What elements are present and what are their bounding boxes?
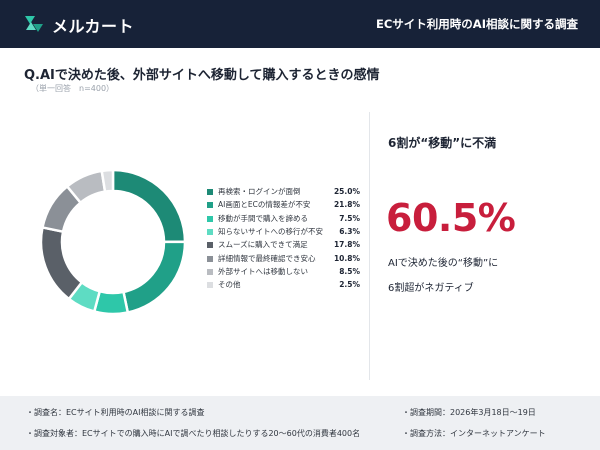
- legend-value: 8.5%: [339, 267, 360, 277]
- legend-swatch: [207, 269, 213, 276]
- legend-item: 外部サイトへは移動しない 8.5%: [207, 266, 360, 277]
- brand-name: メルカート: [52, 17, 135, 36]
- donut-slice: [100, 168, 115, 194]
- header-bar: メルカート ECサイト利用時のAI相談に関する調査: [0, 0, 600, 48]
- legend-value: 2.5%: [339, 280, 360, 290]
- legend-swatch: [207, 215, 213, 222]
- legend-value: 6.3%: [339, 227, 360, 237]
- survey-footer: ・調査名：ECサイト利用時のAI相談に関する調査 ・調査期間：2026年3月18…: [0, 396, 600, 450]
- legend-label: 詳細情報で最終確認でき安心: [218, 253, 316, 263]
- legend-value: 21.8%: [333, 200, 360, 210]
- legend-swatch: [207, 282, 213, 289]
- legend-value: 7.5%: [339, 213, 360, 223]
- legend-label: AI画面とECの情報差が不安: [218, 200, 311, 210]
- legend-label: 移動が手間で購入を諦める: [218, 213, 308, 223]
- callout-line-1: AIで決めた後の“移動”に: [388, 258, 499, 269]
- legend-swatch: [207, 255, 213, 262]
- legend-swatch: [207, 242, 213, 249]
- chart-legend: 再検索・ログインが面倒 25.0% AI画面とECの情報差が不安 21.8% 移動が手間…: [207, 186, 360, 293]
- legend-item: その他 2.5%: [207, 279, 360, 290]
- legend-item: 再検索・ログインが面倒 25.0%: [207, 186, 360, 197]
- legend-label: その他: [218, 280, 241, 290]
- survey-title: ECサイト利用時のAI相談に関する調査: [376, 17, 578, 31]
- highlight-percentage: 60.5%: [386, 196, 516, 240]
- legend-item: 知らないサイトへの移行が不安 6.3%: [207, 226, 360, 237]
- legend-item: 移動が手間で購入を諦める 7.5%: [207, 213, 360, 224]
- legend-value: 10.8%: [333, 253, 360, 263]
- callout-line-2: 6割超がネガティブ: [388, 283, 474, 294]
- mercart-logo-icon: [25, 16, 43, 32]
- legend-value: 17.8%: [333, 240, 360, 250]
- footer-survey-target: ・調査対象者：ECサイトでの購入時にAIで調べたり相談したりする20〜60代の消…: [26, 429, 361, 438]
- legend-item: スムーズに購入できて満足 17.8%: [207, 239, 360, 250]
- divider-line: [369, 112, 370, 380]
- legend-swatch: [207, 229, 213, 236]
- donut-slice: [121, 240, 187, 314]
- footer-survey-method: ・調査方法：インターネットアンケート: [402, 429, 546, 438]
- legend-label: 再検索・ログインが面倒: [218, 187, 301, 196]
- question-title: Q.AIで決めた後、外部サイトへ移動して購入するときの感情: [24, 68, 380, 83]
- legend-swatch: [207, 189, 213, 195]
- legend-label: 知らないサイトへの移行が不安: [218, 227, 323, 237]
- legend-value: 25.0%: [333, 187, 360, 196]
- legend-item: 詳細情報で最終確認でき安心 10.8%: [207, 253, 360, 264]
- callout-heading: 6割が“移動”に不満: [388, 136, 497, 150]
- footer-survey-period: ・調査期間：2026年3月18日〜19日: [402, 408, 536, 417]
- legend-label: 外部サイトへは移動しない: [218, 267, 308, 277]
- footer-survey-name: ・調査名：ECサイト利用時のAI相談に関する調査: [26, 408, 205, 417]
- legend-swatch: [207, 202, 213, 209]
- donut-slice: [111, 168, 187, 244]
- donut-slice: [39, 225, 84, 301]
- sample-note: （単一回答 n=400）: [31, 84, 115, 93]
- legend-label: スムーズに購入できて満足: [218, 240, 308, 250]
- legend-item: AI画面とECの情報差が不安 21.8%: [207, 199, 360, 210]
